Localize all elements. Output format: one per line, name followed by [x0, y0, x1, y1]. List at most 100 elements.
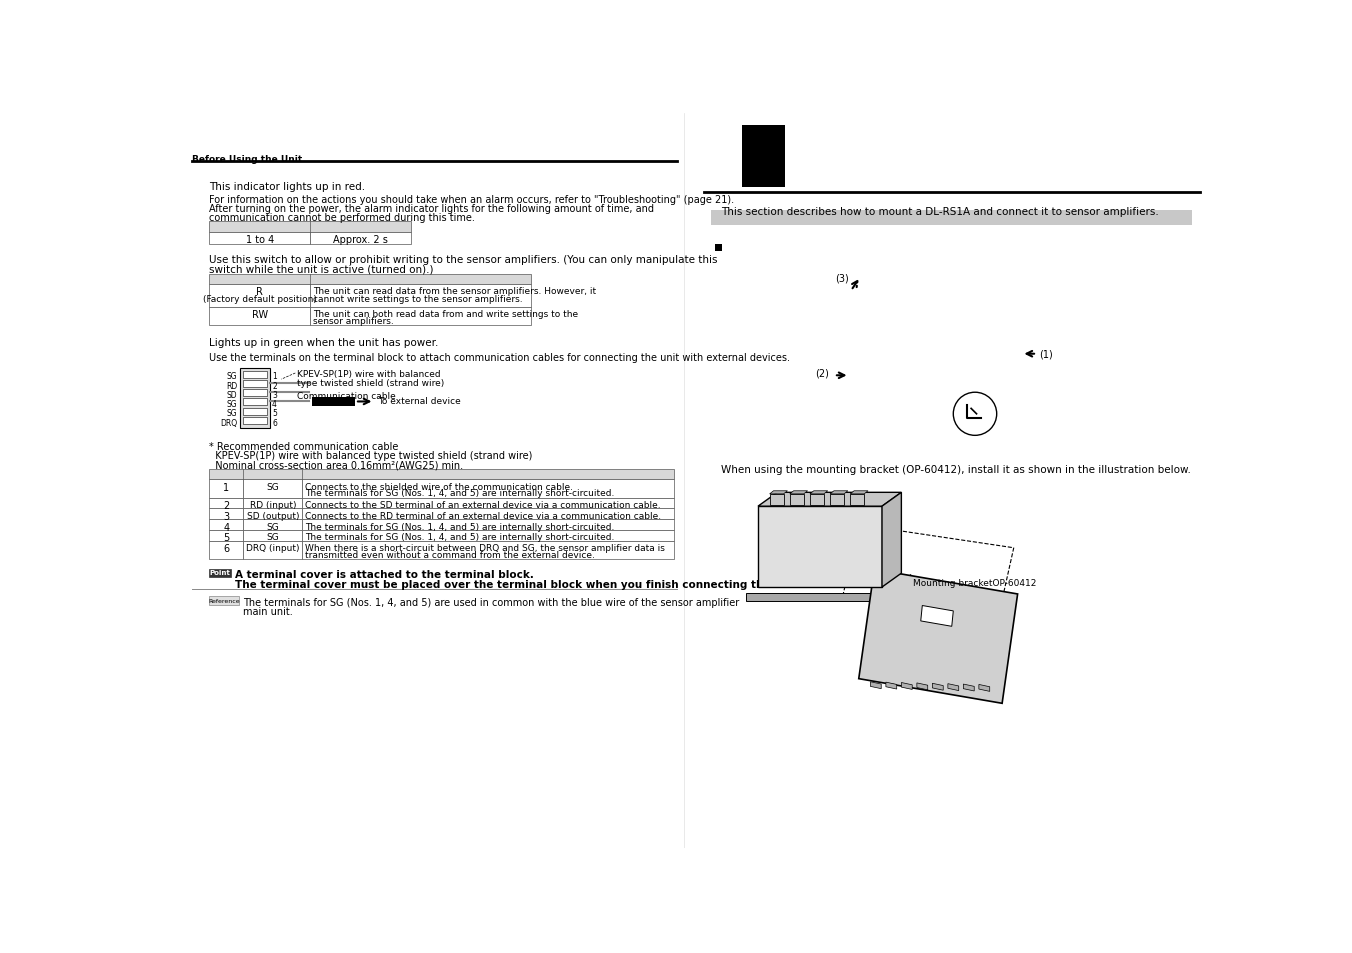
Bar	[243, 509, 303, 519]
Polygon shape	[850, 491, 868, 495]
Text: main unit.: main unit.	[243, 606, 293, 616]
Bar	[310, 308, 531, 326]
Text: SD: SD	[227, 391, 237, 399]
Text: cannot write settings to the sensor amplifiers.: cannot write settings to the sensor ampl…	[314, 294, 523, 303]
Text: 6: 6	[223, 543, 230, 554]
Text: Connects to the SD terminal of an external device via a communication cable.: Connects to the SD terminal of an extern…	[306, 500, 661, 510]
Text: When there is a short-circuit between DRQ and SG, the sensor amplifier data is: When there is a short-circuit between DR…	[306, 543, 665, 553]
Bar	[242, 380, 268, 388]
Text: The terminals for SG (Nos. 1, 4, and 5) are used in common with the blue wire of: The terminals for SG (Nos. 1, 4, and 5) …	[243, 598, 740, 607]
Text: DRQ: DRQ	[220, 418, 237, 427]
Text: Point: Point	[210, 570, 231, 576]
Polygon shape	[810, 491, 827, 495]
Bar	[769, 495, 784, 505]
Polygon shape	[769, 491, 787, 495]
Polygon shape	[859, 570, 1018, 703]
Text: Reference: Reference	[208, 598, 239, 603]
Polygon shape	[886, 682, 896, 689]
Polygon shape	[948, 684, 959, 691]
Bar	[790, 495, 803, 505]
Text: 1 to 4: 1 to 4	[246, 235, 274, 245]
Text: 6: 6	[272, 418, 277, 427]
Text: SG: SG	[227, 409, 237, 418]
Text: RW: RW	[251, 310, 268, 319]
Bar	[243, 519, 303, 531]
Text: 2: 2	[272, 381, 277, 391]
Text: RD (input): RD (input)	[250, 500, 296, 510]
Text: SD (output): SD (output)	[246, 511, 299, 520]
Polygon shape	[830, 491, 848, 495]
Bar	[241, 368, 270, 428]
Bar	[830, 495, 844, 505]
Bar	[303, 498, 675, 509]
Bar	[242, 408, 268, 416]
Bar	[210, 284, 310, 308]
Bar	[242, 390, 268, 396]
Text: The unit can read data from the sensor amplifiers. However, it: The unit can read data from the sensor a…	[314, 287, 596, 295]
Text: switch while the unit is active (turned on).): switch while the unit is active (turned …	[210, 264, 434, 274]
Bar	[210, 519, 243, 531]
Text: Use this switch to allow or prohibit writing to the sensor amplifiers. (You can : Use this switch to allow or prohibit wri…	[210, 254, 718, 264]
Text: Approx. 2 s: Approx. 2 s	[333, 235, 388, 245]
Text: Communication cable: Communication cable	[297, 392, 396, 400]
Text: SG: SG	[266, 533, 280, 542]
Polygon shape	[933, 683, 944, 691]
Bar	[303, 531, 675, 541]
Bar	[310, 233, 411, 245]
Text: The terminal cover must be placed over the terminal block when you finish connec: The terminal cover must be placed over t…	[235, 579, 815, 589]
Text: KPEV-SP(1P) wire with balanced type twisted shield (strand wire): KPEV-SP(1P) wire with balanced type twis…	[210, 451, 533, 460]
Text: SG: SG	[266, 482, 280, 491]
Text: 5: 5	[223, 533, 230, 543]
Bar	[758, 507, 882, 587]
Text: R: R	[257, 287, 264, 296]
Text: 2: 2	[223, 500, 230, 511]
Polygon shape	[871, 682, 882, 689]
Bar	[303, 509, 675, 519]
Text: Connects to the RD terminal of an external device via a communication cable.: Connects to the RD terminal of an extern…	[306, 511, 661, 520]
Bar	[210, 233, 310, 245]
Polygon shape	[758, 493, 902, 507]
Text: 3: 3	[223, 511, 230, 521]
Bar	[742, 126, 786, 188]
Text: 5: 5	[272, 409, 277, 418]
Text: 1: 1	[223, 482, 230, 492]
Bar	[243, 479, 303, 498]
Text: (2): (2)	[815, 368, 829, 378]
Bar	[303, 519, 675, 531]
Text: To external device: To external device	[379, 396, 461, 406]
Bar	[210, 541, 243, 559]
Text: DRQ (input): DRQ (input)	[246, 543, 300, 553]
Bar	[711, 211, 1192, 226]
Bar	[243, 541, 303, 559]
Bar	[310, 284, 531, 308]
Text: After turning on the power, the alarm indicator lights for the following amount : After turning on the power, the alarm in…	[210, 204, 654, 213]
Polygon shape	[964, 684, 975, 691]
Text: (3): (3)	[836, 274, 849, 284]
Text: (Factory default position): (Factory default position)	[203, 294, 316, 303]
Bar	[210, 274, 531, 284]
Text: The terminals for SG (Nos. 1, 4, and 5) are internally short-circuited.: The terminals for SG (Nos. 1, 4, and 5) …	[306, 522, 615, 531]
Bar	[715, 244, 722, 252]
Text: SG: SG	[266, 522, 280, 531]
Text: A terminal cover is attached to the terminal block.: A terminal cover is attached to the term…	[235, 570, 534, 579]
Bar	[312, 397, 356, 407]
Text: Use the terminals on the terminal block to attach communication cables for conne: Use the terminals on the terminal block …	[210, 353, 791, 363]
Text: 4: 4	[223, 522, 230, 532]
Bar	[210, 569, 231, 578]
Text: Mounting bracketOP-60412: Mounting bracketOP-60412	[913, 578, 1037, 587]
Circle shape	[953, 393, 996, 436]
Text: sensor amplifiers.: sensor amplifiers.	[314, 316, 393, 326]
Bar	[210, 509, 243, 519]
Text: SG: SG	[227, 399, 237, 409]
Text: transmitted even without a command from the external device.: transmitted even without a command from …	[306, 551, 595, 559]
Text: 4: 4	[272, 399, 277, 409]
Polygon shape	[902, 682, 913, 690]
Bar	[810, 495, 823, 505]
Text: communication cannot be performed during this time.: communication cannot be performed during…	[210, 213, 475, 223]
Bar	[850, 495, 864, 505]
Text: 3: 3	[272, 391, 277, 399]
Bar	[210, 479, 243, 498]
Bar	[243, 531, 303, 541]
Polygon shape	[921, 606, 953, 627]
Text: When using the mounting bracket (OP-60412), install it as shown in the illustrat: When using the mounting bracket (OP-6041…	[721, 464, 1191, 475]
